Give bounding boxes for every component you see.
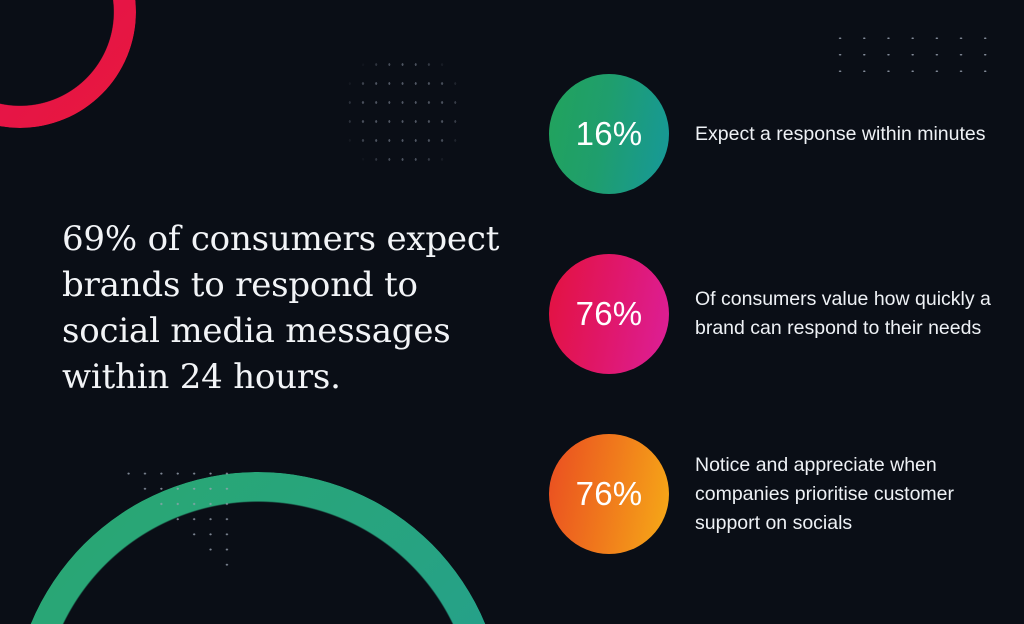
circular-dot-grid — [330, 36, 478, 188]
stat-description-1: Expect a response within minutes — [695, 122, 986, 145]
stat-list: 16% Expect a response within minutes 76%… — [549, 74, 1009, 554]
stat-percentage-badge-3: 76% — [549, 434, 669, 554]
rectangular-dot-grid — [828, 30, 1006, 76]
stat-item-2: 76% Of consumers value how quickly a bra… — [549, 254, 1009, 374]
stat-percentage-badge-1: 16% — [549, 74, 669, 194]
stat-item-1: 16% Expect a response within minutes — [549, 74, 1009, 194]
stat-description-3: Notice and appreciate when companies pri… — [695, 453, 955, 534]
stat-item-3: 76% Notice and appreciate when companies… — [549, 434, 1009, 554]
pink-ring-arc — [0, 0, 136, 128]
headline-text: 69% of consumers expect brands to respon… — [62, 219, 500, 397]
stat-percentage-badge-2: 76% — [549, 254, 669, 374]
teal-ring-arc — [12, 472, 504, 624]
triangular-dot-grid — [104, 466, 236, 584]
stat-description-2: Of consumers value how quickly a brand c… — [695, 288, 991, 339]
